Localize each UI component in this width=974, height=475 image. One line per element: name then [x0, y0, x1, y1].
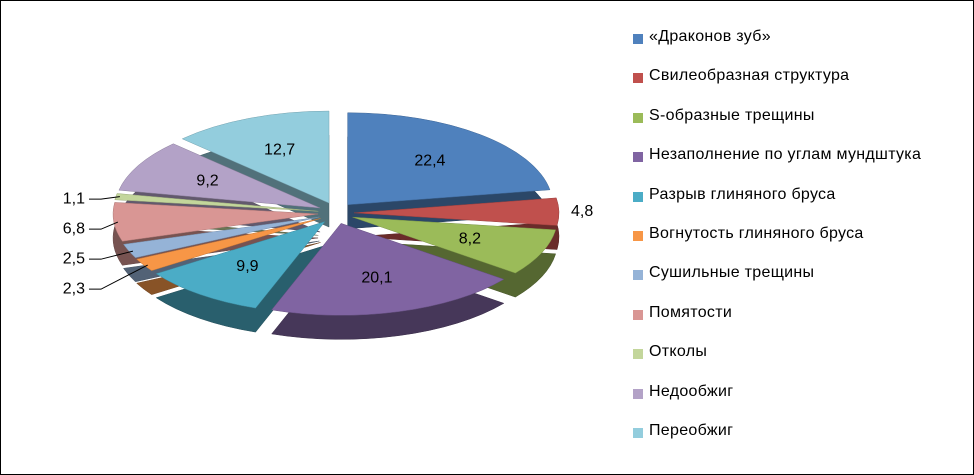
legend-swatch [633, 34, 643, 44]
legend-item: Вогнутость глиняного бруса [629, 224, 929, 263]
data-label: 22,4 [414, 152, 445, 169]
pie-slice [118, 143, 321, 209]
legend-label: Недообжиг [649, 382, 734, 400]
leader-line [89, 221, 119, 230]
legend-swatch [633, 427, 643, 438]
legend-swatch [633, 191, 643, 202]
legend-label: Переобжиг [649, 421, 734, 439]
legend-item: Сушильные трещины [629, 263, 929, 302]
legend-label: Отколы [649, 343, 708, 361]
legend-item: Разрыв глиняного бруса [629, 185, 929, 224]
legend-swatch [633, 270, 643, 281]
data-label: 6,8 [63, 220, 85, 237]
leader-line [89, 196, 120, 200]
legend-swatch [633, 73, 643, 84]
legend-label: S-образные трещины [649, 106, 815, 124]
legend-item: Недообжиг [629, 382, 929, 421]
leader-line [89, 250, 134, 260]
legend-label: Вогнутость глиняного бруса [649, 224, 864, 242]
legend-label: «Драконов зуб» [649, 28, 771, 45]
legend-item: «Драконов зуб» [629, 27, 929, 66]
data-label: 2,5 [63, 250, 85, 267]
data-label: 12,7 [264, 142, 295, 159]
pie-slice [271, 223, 505, 316]
pie-slice [353, 197, 560, 226]
legend-swatch [633, 112, 643, 123]
legend-label: Разрыв глиняного бруса [649, 185, 836, 203]
pie-slice [114, 193, 319, 212]
data-label: 9,2 [196, 173, 218, 190]
leader-line [89, 264, 148, 290]
data-label: 4,8 [571, 203, 593, 220]
legend-label: Свилеобразная структура [649, 67, 850, 85]
legend-item: Свилеобразная структура [629, 66, 929, 105]
legend-item: Незаполнение по углам мундштука [629, 145, 929, 184]
pie-slice [112, 202, 319, 242]
legend-label: Незаполнение по углам мундштука [649, 146, 922, 164]
legend-swatch [633, 230, 643, 241]
legend: «Драконов зуб» Свилеобразная структура S-о… [629, 27, 929, 460]
legend-item: Помятости [629, 303, 929, 342]
legend-label: Сушильные трещины [649, 264, 815, 282]
data-label: 9,9 [236, 258, 258, 275]
legend-item: Отколы [629, 342, 929, 381]
pie-slice [181, 110, 330, 204]
pie-slice [352, 216, 556, 274]
data-label: 1,1 [63, 190, 85, 207]
legend-item: S-образные трещины [629, 106, 929, 145]
legend-swatch [633, 349, 643, 360]
legend-swatch [633, 152, 643, 163]
data-label: 8,2 [459, 230, 481, 247]
legend-swatch [633, 388, 643, 399]
data-label: 2,3 [63, 280, 85, 297]
legend-label: Помятости [649, 303, 733, 321]
pie-slice [155, 221, 326, 309]
pie-slice [123, 216, 320, 259]
data-label: 20,1 [361, 269, 392, 286]
legend-item: Переобжиг [629, 421, 929, 460]
legend-swatch [633, 309, 643, 320]
pie-slice [347, 112, 551, 206]
pie-slice [136, 218, 321, 271]
